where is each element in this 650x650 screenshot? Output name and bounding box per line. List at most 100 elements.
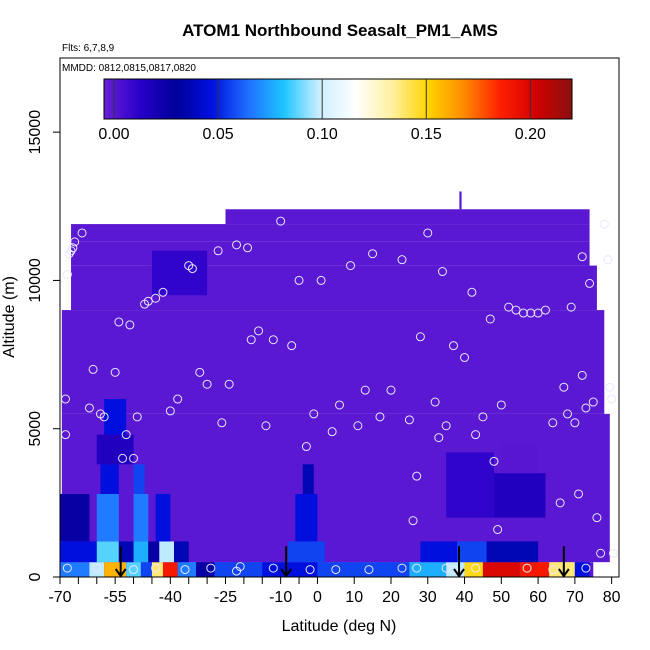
flight-point xyxy=(404,415,414,425)
flight-point xyxy=(596,548,606,558)
flight-point xyxy=(608,548,618,558)
field-cell xyxy=(133,493,149,542)
flight-point xyxy=(224,379,234,389)
flight-point xyxy=(353,421,363,431)
field-cell xyxy=(420,541,458,563)
flight-point xyxy=(235,562,245,572)
field-cell xyxy=(177,562,197,577)
x-tick-label: -70 xyxy=(48,589,71,606)
flight-point xyxy=(268,335,278,345)
flight-point xyxy=(548,565,558,575)
field-cell xyxy=(155,493,171,542)
flight-point xyxy=(548,418,558,428)
flight-point xyxy=(437,267,447,277)
x-tick-label: 0 xyxy=(313,589,322,606)
x-tick-label: 10 xyxy=(345,589,363,606)
flight-point xyxy=(331,565,341,575)
field-cell xyxy=(302,464,314,494)
flight-point xyxy=(217,418,227,428)
marker-arrows xyxy=(114,546,570,578)
x-axis: -70 -55 -40 -25 -10 0 10 20 30 40 50 60 70 80 xyxy=(48,577,621,606)
flight-point xyxy=(125,320,135,330)
flight-point xyxy=(467,287,477,297)
flight-point xyxy=(408,516,418,526)
x-tick-label: 20 xyxy=(382,589,400,606)
field-extent xyxy=(61,310,605,414)
y-tick-label: 0 xyxy=(27,572,44,581)
x-tick-label: 70 xyxy=(566,589,584,606)
flight-point xyxy=(449,565,459,575)
field-cell xyxy=(151,250,208,296)
flight-point xyxy=(471,563,481,573)
flight-point xyxy=(577,370,587,380)
flight-point xyxy=(70,237,80,247)
field-cell xyxy=(486,541,539,563)
flight-point xyxy=(430,397,440,407)
flight-point xyxy=(132,412,142,422)
flight-point xyxy=(375,412,385,422)
y-axis-label: Altitude (m) xyxy=(1,276,18,358)
flight-point xyxy=(434,433,444,443)
x-axis-label: Latitude (deg N) xyxy=(282,618,397,635)
colorbar-tick-label: 0.20 xyxy=(515,126,546,143)
flight-point xyxy=(415,332,425,342)
x-tick-label: 80 xyxy=(603,589,621,606)
flight-point xyxy=(412,563,422,573)
flight-point xyxy=(603,255,613,265)
down-arrow-icon xyxy=(558,546,570,578)
field-cell xyxy=(174,541,189,563)
colorbar-tick-label: 0.15 xyxy=(411,126,442,143)
flight-point xyxy=(187,264,197,274)
field-cell xyxy=(446,452,494,518)
flight-point xyxy=(607,394,617,404)
flight-point xyxy=(577,252,587,262)
arrow-head xyxy=(453,568,465,578)
field-cell xyxy=(501,443,539,474)
field-cell xyxy=(140,562,152,577)
chart-title: ATOM1 Northbound Seasalt_PM1_AMS xyxy=(182,21,498,40)
down-arrow-icon xyxy=(114,546,127,578)
y-tick-label: 10000 xyxy=(27,258,44,303)
flight-point xyxy=(563,409,573,419)
field-cell xyxy=(162,562,178,577)
flight-point xyxy=(151,293,161,303)
field-cell xyxy=(96,493,119,542)
field-extent xyxy=(71,265,597,311)
flight-point xyxy=(412,471,422,481)
flight-point xyxy=(246,335,256,345)
x-tick-label: 60 xyxy=(529,589,547,606)
flight-point xyxy=(441,421,451,431)
field-cell xyxy=(482,562,520,577)
field-extent xyxy=(225,209,590,225)
flight-point xyxy=(180,565,190,575)
flight-point xyxy=(588,397,598,407)
flight-point xyxy=(368,249,378,259)
x-tick-label: -10 xyxy=(269,589,292,606)
field-cell xyxy=(214,562,263,577)
flight-point xyxy=(206,563,216,573)
flight-point xyxy=(423,228,433,238)
flight-point xyxy=(335,400,344,410)
flight-point xyxy=(460,353,470,363)
x-tick-label: -40 xyxy=(159,589,182,606)
flight-point xyxy=(518,308,528,318)
flight-point xyxy=(559,382,569,392)
field-cell xyxy=(288,541,325,563)
field-cell xyxy=(60,541,97,563)
flight-point xyxy=(232,240,242,250)
flight-point xyxy=(88,364,98,374)
flight-point xyxy=(61,394,71,404)
plot-frame xyxy=(59,57,620,578)
flights-label: Flts: 6,7,8,9 xyxy=(62,43,115,54)
flight-point xyxy=(496,400,506,410)
x-tick-label: 50 xyxy=(492,589,510,606)
flight-point xyxy=(294,275,304,285)
flight-point xyxy=(360,385,370,395)
flight-point xyxy=(397,255,407,265)
flight-point xyxy=(581,563,591,573)
field-cell xyxy=(151,562,163,577)
flight-track-points xyxy=(61,216,618,576)
flight-point xyxy=(570,418,580,428)
flight-point xyxy=(173,394,183,404)
flight-point xyxy=(165,406,175,416)
